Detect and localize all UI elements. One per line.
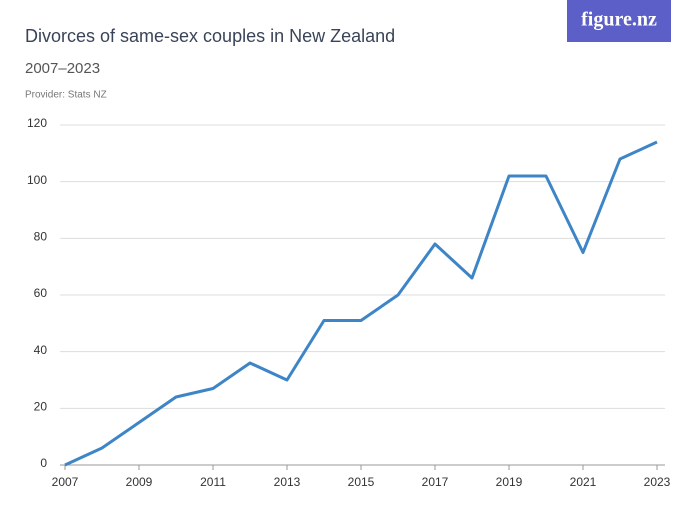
y-tick-label: 40 [34, 343, 48, 357]
y-tick-label: 20 [34, 400, 48, 414]
x-tick-label: 2021 [570, 475, 597, 489]
logo: figure.nz [581, 9, 657, 31]
y-tick-label: 100 [27, 173, 47, 187]
chart-subtitle: 2007–2023 [25, 60, 100, 77]
y-tick-label: 80 [34, 230, 48, 244]
y-tick-label: 60 [34, 286, 48, 300]
logo-box [567, 0, 671, 42]
x-tick-label: 2023 [644, 475, 671, 489]
x-tick-label: 2013 [274, 475, 301, 489]
x-tick-label: 2017 [422, 475, 449, 489]
x-tick-label: 2007 [52, 475, 79, 489]
chart-title: Divorces of same-sex couples in New Zeal… [25, 26, 395, 46]
y-tick-label: 0 [40, 456, 47, 470]
x-tick-label: 2011 [200, 475, 226, 489]
provider: Provider: Stats NZ [25, 90, 107, 101]
x-tick-label: 2009 [126, 475, 153, 489]
x-tick-label: 2019 [496, 475, 523, 489]
line [64, 140, 658, 467]
y-tick-label: 120 [27, 116, 47, 130]
x-tick-label: 2015 [348, 475, 375, 489]
